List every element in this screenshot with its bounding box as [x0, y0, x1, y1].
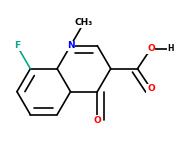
Text: O: O [94, 116, 101, 125]
Text: O: O [147, 84, 155, 93]
Text: O: O [147, 44, 155, 53]
Text: N: N [67, 41, 74, 50]
Text: H: H [168, 44, 174, 53]
Text: F: F [14, 41, 20, 50]
Text: CH₃: CH₃ [75, 18, 93, 27]
